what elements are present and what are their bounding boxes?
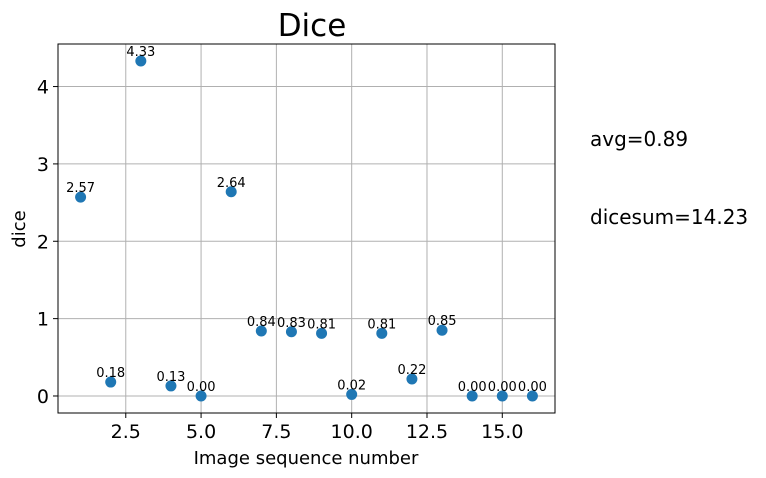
x-tick-label: 12.5 <box>406 421 448 443</box>
y-tick-label: 0 <box>37 386 49 408</box>
data-label: 2.64 <box>217 176 246 191</box>
y-axis-label: dice <box>9 210 30 247</box>
data-label: 0.81 <box>307 317 336 332</box>
data-point <box>526 390 538 402</box>
data-point <box>406 373 418 385</box>
data-label: 4.33 <box>126 45 155 60</box>
x-axis-ticks: 2.5 5.0 7.5 10.0 12.5 15.0 <box>111 413 523 443</box>
data-label: 0.00 <box>518 380 547 395</box>
data-label: 0.22 <box>397 363 426 378</box>
data-label: 0.84 <box>247 315 276 330</box>
y-tick-label: 1 <box>37 309 49 331</box>
data-label: 0.02 <box>337 378 366 393</box>
plot-frame <box>57 43 556 414</box>
data-point <box>285 326 297 338</box>
x-tick-label: 7.5 <box>261 421 291 443</box>
data-labels: 2.570.184.330.130.002.640.84 0.83 0.810.02… <box>66 45 547 395</box>
grid-lines <box>58 44 555 413</box>
data-point <box>466 390 478 402</box>
data-point <box>135 55 147 67</box>
x-axis-label: Image sequence number <box>194 448 419 469</box>
data-label: 0.85 <box>428 314 457 329</box>
x-tick-label: 10.0 <box>331 421 373 443</box>
data-label: 0.00 <box>488 380 517 395</box>
y-axis-ticks: 0 1 2 3 4 <box>37 77 58 408</box>
data-label: 0.00 <box>187 380 216 395</box>
data-point <box>316 327 328 339</box>
data-point <box>105 376 117 388</box>
data-point <box>376 327 388 339</box>
data-label: 0.81 <box>367 317 396 332</box>
chart-title: Dice <box>278 8 347 44</box>
data-point <box>75 191 87 203</box>
data-points <box>75 55 538 402</box>
y-tick-label: 4 <box>37 77 49 99</box>
data-label: 2.57 <box>66 181 95 196</box>
x-tick-label: 15.0 <box>481 421 523 443</box>
data-point <box>436 324 448 336</box>
data-point <box>225 186 237 198</box>
x-tick-label: 5.0 <box>186 421 216 443</box>
y-tick-label: 2 <box>37 231 49 253</box>
data-point <box>496 390 508 402</box>
data-point <box>165 380 177 392</box>
data-point <box>255 325 267 337</box>
data-label: 0.83 <box>277 316 306 331</box>
dicesum-annotation: dicesum=14.23 <box>590 205 749 229</box>
data-label: 0.13 <box>156 370 185 385</box>
data-label: 0.00 <box>458 380 487 395</box>
data-point <box>195 390 207 402</box>
data-point <box>346 388 358 400</box>
x-tick-label: 2.5 <box>111 421 141 443</box>
average-annotation: avg=0.89 <box>590 127 689 151</box>
data-label: 0.18 <box>96 366 125 381</box>
y-tick-label: 3 <box>37 154 49 176</box>
